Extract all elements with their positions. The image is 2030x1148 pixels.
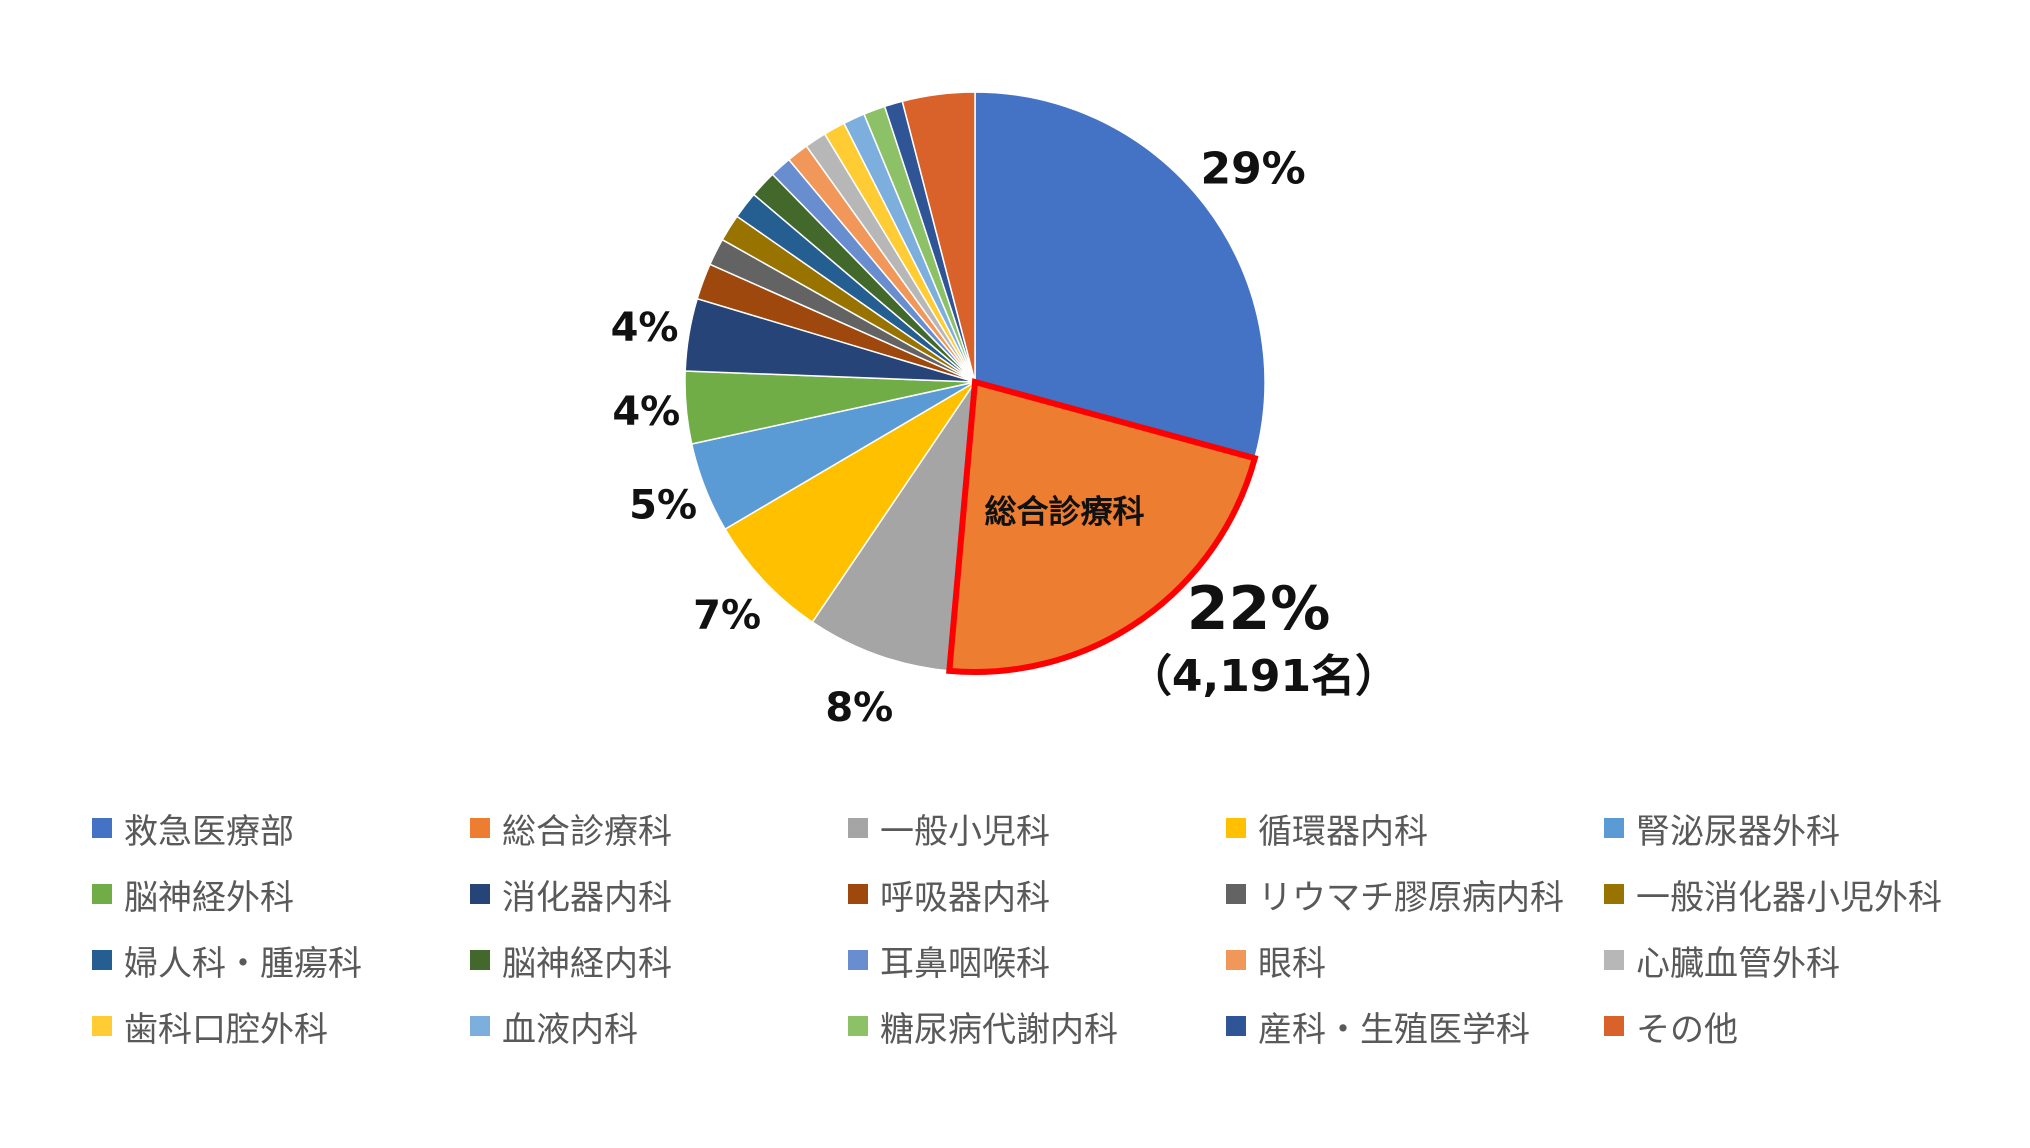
legend-item: その他: [1604, 1002, 1982, 1051]
legend-swatch: [848, 884, 868, 904]
pie-slice-3: [811, 379, 977, 672]
legend-label: 一般消化器小児外科: [1636, 877, 1942, 918]
legend-item: 呼吸器内科: [848, 870, 1226, 919]
label-pie-slice-1: 29%: [1200, 144, 1305, 195]
legend-label: その他: [1636, 1009, 1738, 1050]
label-pie-slice-6: 4%: [612, 389, 680, 435]
legend-swatch: [1604, 1016, 1624, 1036]
legend-swatch: [1604, 950, 1624, 970]
label-pie-slice-5: 5%: [629, 482, 697, 528]
legend-item: 救急医療部: [92, 804, 470, 853]
pie-slice-1: [974, 91, 1266, 460]
legend-swatch: [1226, 818, 1246, 838]
legend-item: 耳鼻咽喉科: [848, 936, 1226, 985]
legend-label: 血液内科: [502, 1009, 638, 1050]
legend-item: 産科・生殖医学科: [1226, 1002, 1604, 1051]
legend-item: 消化器内科: [470, 870, 848, 919]
label-pie-slice-4: 7%: [693, 593, 761, 639]
legend-label: 心臓血管外科: [1636, 943, 1840, 984]
pie-slice-20: [901, 91, 976, 383]
legend-item: 総合診療科: [470, 804, 848, 853]
legend-swatch: [92, 1016, 112, 1036]
highlight-slice-name: 総合診療科: [984, 493, 1144, 531]
label-pie-slice-7: 4%: [611, 305, 679, 351]
legend-swatch: [1226, 884, 1246, 904]
legend-row: 救急医療部 総合診療科 一般小児科 循環器内科 腎泌尿器外科: [92, 795, 1992, 861]
legend-label: 眼科: [1258, 943, 1326, 984]
pie-chart: 総合診療科 29% 22% （4,191名） 8% 7% 5% 4% 4%: [611, 91, 1400, 731]
legend-label: 歯科口腔外科: [124, 1009, 328, 1050]
legend-item: 歯科口腔外科: [92, 1002, 470, 1051]
legend-label: リウマチ膠原病内科: [1258, 877, 1564, 918]
legend-swatch: [1604, 818, 1624, 838]
legend-item: 一般小児科: [848, 804, 1226, 853]
label-pie-slice-2: 22%: [1187, 574, 1331, 644]
legend-label: 循環器内科: [1258, 811, 1428, 852]
legend-row: 歯科口腔外科 血液内科 糖尿病代謝内科 産科・生殖医学科 その他: [92, 993, 1992, 1059]
legend-swatch: [848, 818, 868, 838]
legend-swatch: [92, 884, 112, 904]
legend-label: 総合診療科: [502, 811, 672, 852]
legend-label: 脳神経内科: [502, 943, 672, 984]
legend-label: 一般小児科: [880, 811, 1050, 852]
legend-label: 腎泌尿器外科: [1636, 811, 1840, 852]
chart-legend: 救急医療部 総合診療科 一般小児科 循環器内科 腎泌尿器外科脳神経外科 消化器内科 呼吸器内…: [92, 795, 1992, 1059]
legend-label: 婦人科・腫瘍科: [124, 943, 362, 984]
legend-label: 救急医療部: [124, 811, 294, 852]
legend-swatch: [848, 950, 868, 970]
legend-swatch: [92, 818, 112, 838]
legend-item: 循環器内科: [1226, 804, 1604, 853]
legend-swatch: [470, 1016, 490, 1036]
legend-item: 血液内科: [470, 1002, 848, 1051]
legend-swatch: [1226, 950, 1246, 970]
legend-row: 脳神経外科 消化器内科 呼吸器内科 リウマチ膠原病内科 一般消化器小児外科: [92, 861, 1992, 927]
legend-label: 糖尿病代謝内科: [880, 1009, 1118, 1050]
highlight-outline: [946, 378, 1259, 675]
legend-swatch: [470, 884, 490, 904]
highlight-count-label: （4,191名）: [1128, 651, 1399, 702]
legend-swatch: [1604, 884, 1624, 904]
label-pie-slice-3: 8%: [825, 685, 893, 731]
legend-item: 脳神経外科: [92, 870, 470, 919]
legend-label: 消化器内科: [502, 877, 672, 918]
legend-item: 婦人科・腫瘍科: [92, 936, 470, 985]
legend-label: 呼吸器内科: [880, 877, 1050, 918]
legend-item: 糖尿病代謝内科: [848, 1002, 1226, 1051]
pie-slices: [684, 91, 1266, 675]
legend-row: 婦人科・腫瘍科 脳神経内科 耳鼻咽喉科 眼科 心臓血管外科: [92, 927, 1992, 993]
legend-item: 眼科: [1226, 936, 1604, 985]
legend-swatch: [470, 818, 490, 838]
legend-item: リウマチ膠原病内科: [1226, 870, 1604, 919]
legend-swatch: [848, 1016, 868, 1036]
legend-item: 脳神経内科: [470, 936, 848, 985]
legend-label: 産科・生殖医学科: [1258, 1009, 1530, 1050]
legend-item: 腎泌尿器外科: [1604, 804, 1982, 853]
legend-swatch: [92, 950, 112, 970]
pie-slice-4: [724, 381, 976, 624]
legend-label: 耳鼻咽喉科: [880, 943, 1050, 984]
legend-label: 脳神経外科: [124, 877, 294, 918]
legend-swatch: [1226, 1016, 1246, 1036]
legend-swatch: [470, 950, 490, 970]
legend-item: 心臓血管外科: [1604, 936, 1982, 985]
pie-labels: 総合診療科 29% 22% （4,191名） 8% 7% 5% 4% 4%: [611, 144, 1400, 731]
legend-item: 一般消化器小児外科: [1604, 870, 1982, 919]
